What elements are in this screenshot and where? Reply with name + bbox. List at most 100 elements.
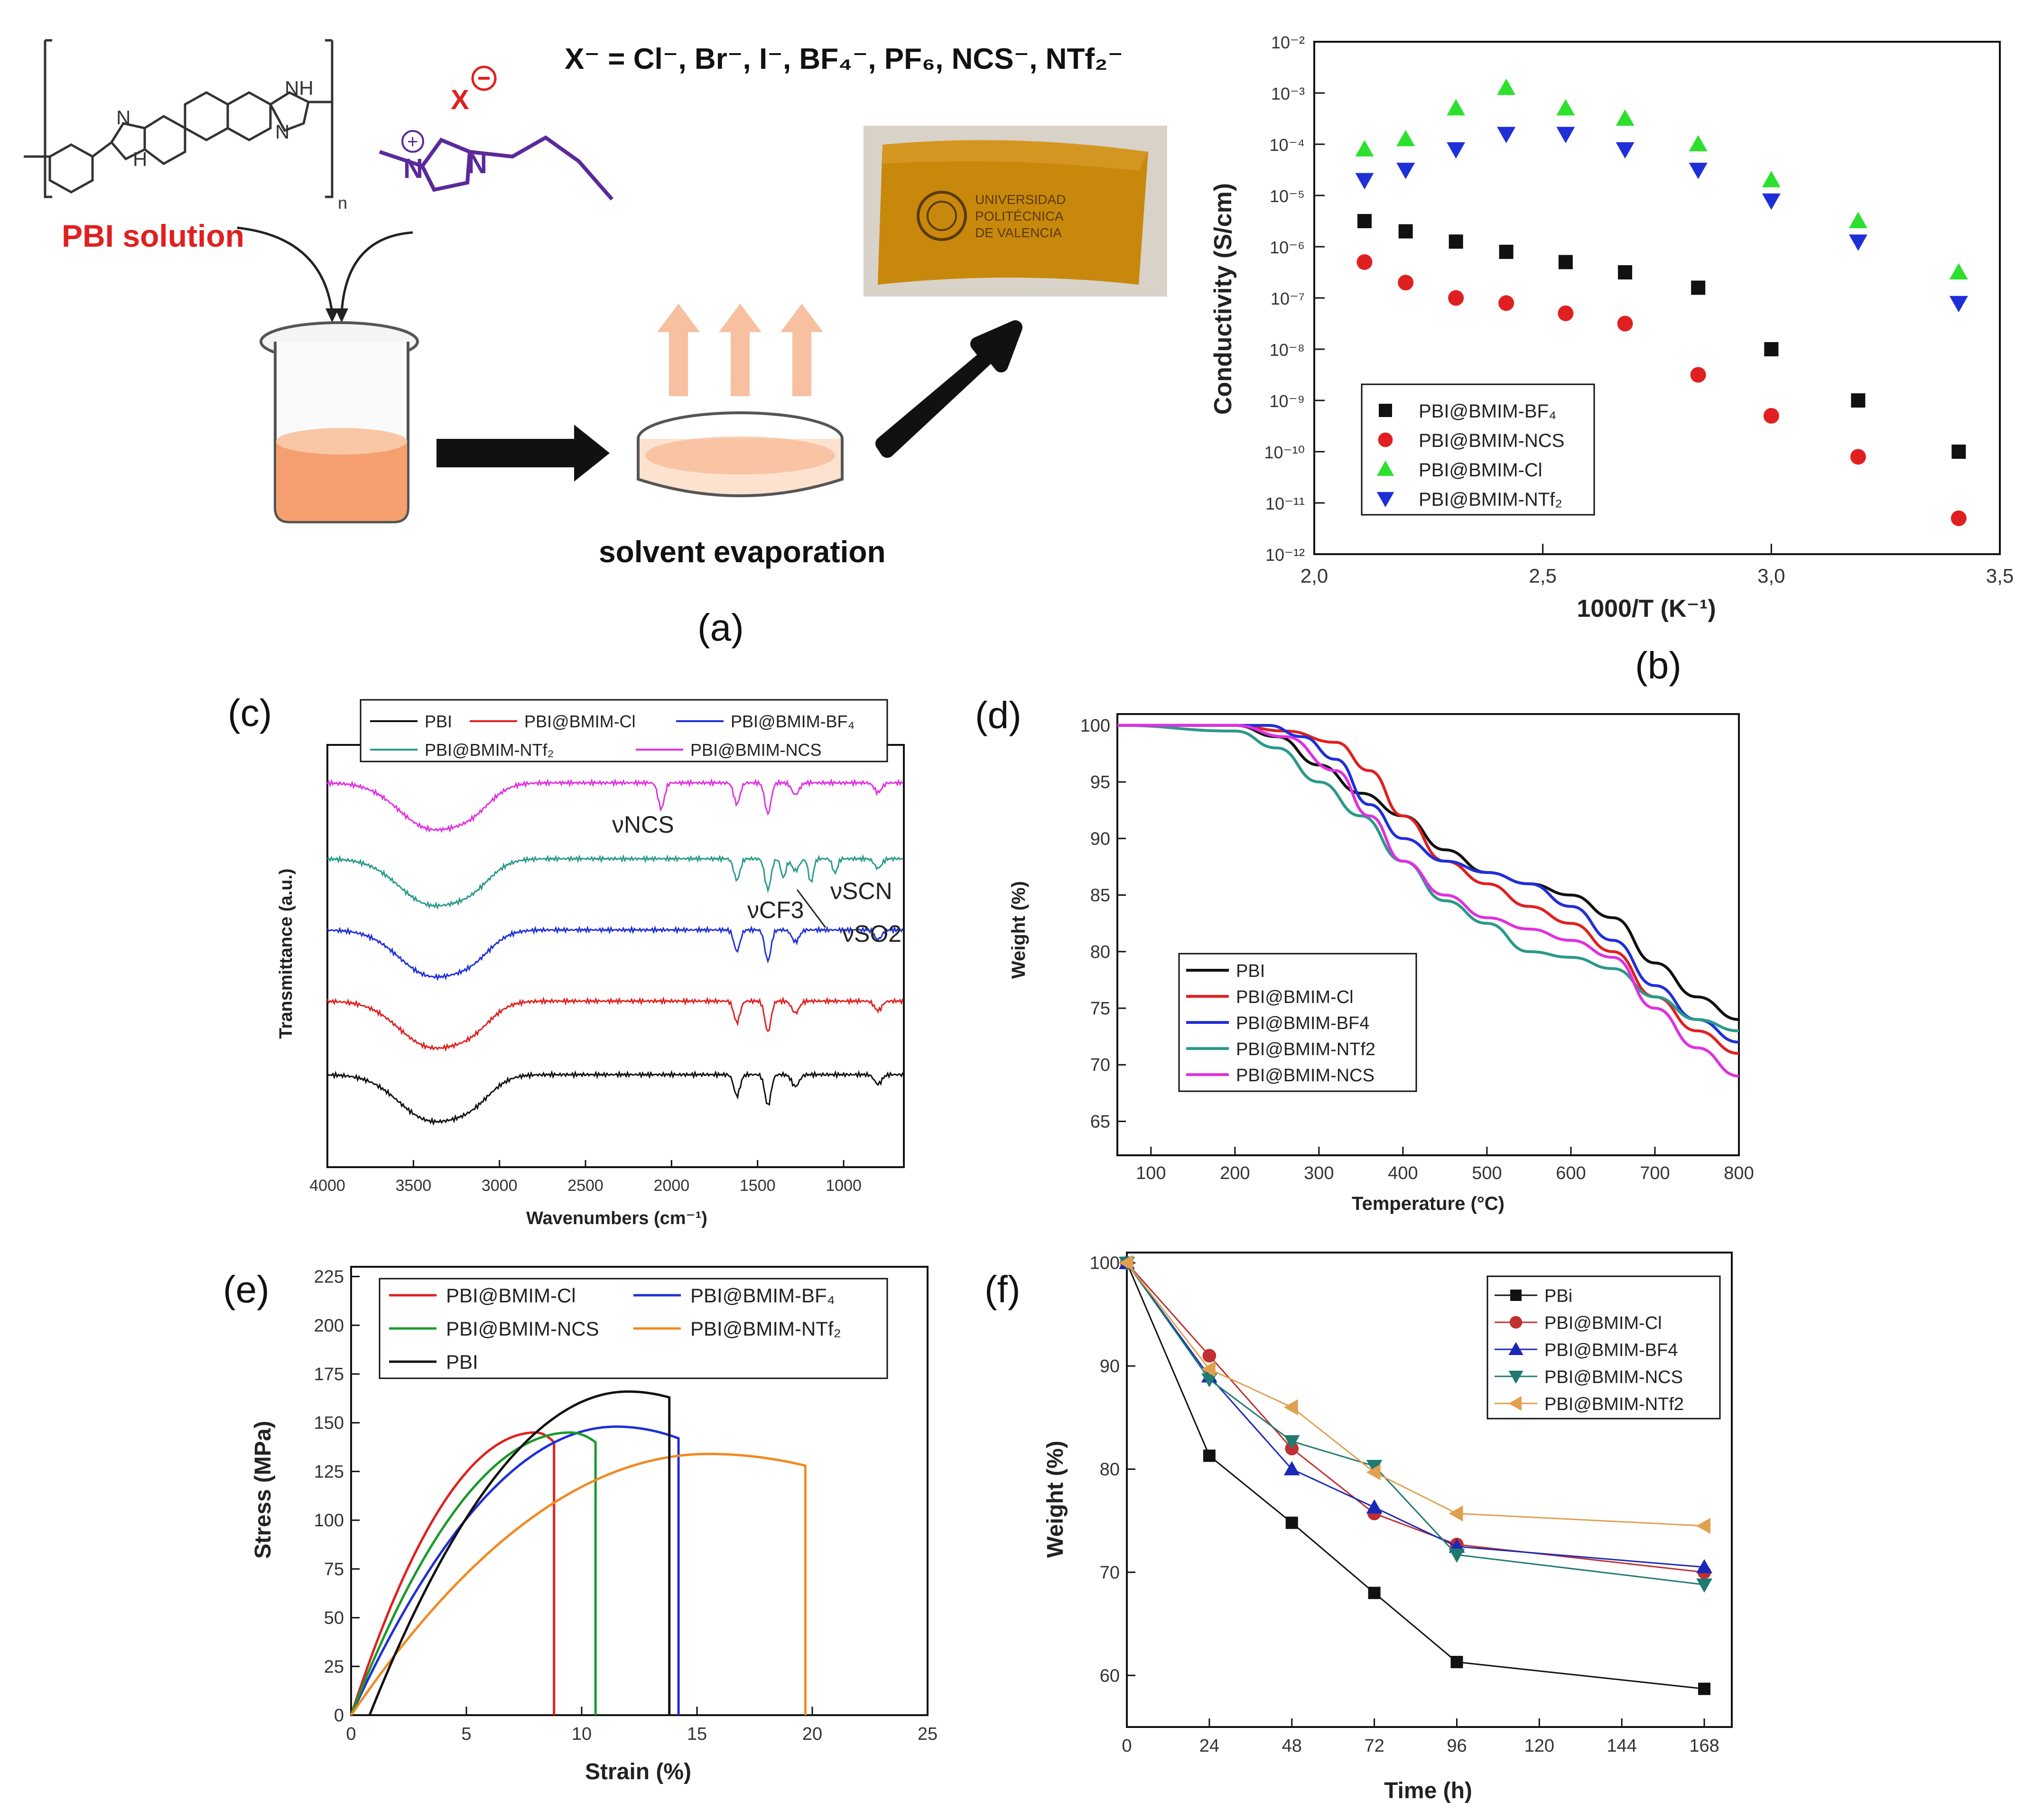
d-curves (1117, 724, 1739, 1078)
c-annotation-ncs: νNCS (612, 811, 674, 838)
d-y-tick-label: 80 (1090, 942, 1110, 962)
b-x-tick-label: 3,0 (1757, 565, 1785, 587)
f-x-tick-label: 72 (1364, 1736, 1384, 1756)
minus-charge-icon (471, 65, 497, 91)
f-point (1696, 1518, 1711, 1534)
film-text-2: POLITÉCNICA (975, 209, 1064, 223)
curve-arrow-right (340, 231, 413, 314)
f-point (1696, 1559, 1712, 1574)
e-y-tick-label: 25 (324, 1657, 344, 1677)
f-y-tick-label: 70 (1100, 1563, 1120, 1583)
c-spectrum-line (326, 778, 903, 833)
bmim-cation (379, 135, 614, 201)
b-point (1762, 171, 1781, 187)
e-curves (350, 1390, 807, 1716)
b-point (1763, 408, 1779, 424)
b-legend-marker (1376, 492, 1394, 508)
panel-f: 0 24 48 72 96 120 144 168 60 70 80 90 100 Weight (%)… (985, 1252, 1733, 1803)
b-point (1556, 127, 1575, 143)
plot-frame-f (1126, 1252, 1733, 1728)
f-legend-marker (1508, 1396, 1522, 1411)
b-point (1556, 99, 1575, 116)
b-legend-label: PBI@BMIM-Cl (1419, 460, 1542, 481)
b-point (1497, 78, 1516, 95)
b-legend-marker (1379, 404, 1392, 417)
f-x-tick-label: 0 (1122, 1736, 1132, 1756)
e-curve (350, 1431, 556, 1716)
b-point (1689, 135, 1708, 151)
e-legend-label: PBI@BMIM-NTf₂ (690, 1318, 841, 1340)
b-point (1616, 142, 1635, 159)
b-y-tick-label: 10⁻⁸ (1270, 340, 1305, 360)
b-point (1690, 367, 1706, 383)
f-legend: PBi PBI@BMIM-Cl PBI@BMIM-BF4 PBI@BMIM-NCS PB… (1486, 1275, 1721, 1420)
arrow-right-icon (437, 425, 610, 482)
petri-dish-icon (637, 411, 844, 497)
f-point (1201, 1361, 1216, 1377)
e-y-tick-label: 150 (314, 1413, 344, 1433)
f-legend-marker (1508, 1371, 1523, 1384)
f-legend-label: PBI@BMIM-Cl (1544, 1313, 1662, 1333)
f-series-line (1126, 1263, 1705, 1690)
b-point (1398, 275, 1414, 291)
d-x-tick-label: 800 (1724, 1163, 1754, 1183)
atom-nh: NH (285, 77, 314, 99)
pbi-structure (24, 39, 334, 198)
b-data-points (1355, 78, 1968, 526)
atom-nplus: N (403, 153, 423, 184)
e-curve (350, 1425, 680, 1716)
b-legend-label: PBI@BMIM-BF₄ (1419, 401, 1556, 422)
d-x-tick-label: 600 (1556, 1163, 1586, 1183)
f-x-axis-label: Time (h) (1384, 1778, 1472, 1803)
b-y-axis-label: Conductivity (S/cm) (1209, 183, 1237, 415)
f-legend-label: PBi (1544, 1286, 1572, 1306)
f-y-tick-label: 80 (1100, 1460, 1120, 1480)
b-x-tick-label: 3,5 (1986, 565, 2014, 587)
f-legend-marker (1510, 1290, 1522, 1301)
c-spectrum-line (326, 996, 904, 1052)
repeat-n: n (338, 193, 347, 213)
c-legend-label: PBI@BMIM-NTf₂ (425, 740, 554, 760)
b-x-axis: 2,0 2,5 3,0 3,5 (1300, 544, 2014, 587)
b-point (1558, 255, 1573, 269)
atom-h1: H (133, 148, 147, 170)
d-legend: PBI PBI@BMIM-Cl PBI@BMIM-BF4 PBI@BMIM-NTf2 P… (1178, 953, 1417, 1092)
b-point (1558, 305, 1574, 321)
film-text-3: DE VALENCIA (975, 225, 1062, 240)
b-legend-marker (1378, 432, 1393, 447)
d-legend-label: PBI@BMIM-NCS (1236, 1066, 1375, 1086)
f-point (1449, 1548, 1465, 1563)
b-point (1355, 140, 1374, 157)
f-point (1203, 1449, 1216, 1462)
d-y-tick-label: 70 (1090, 1055, 1110, 1075)
f-point (1368, 1587, 1381, 1599)
b-legend-marker (1376, 460, 1394, 476)
d-legend-label: PBI (1236, 961, 1265, 981)
d-x-axis-label: Temperature (°C) (1352, 1193, 1505, 1214)
b-point (1447, 99, 1466, 116)
b-y-tick-label: 10⁻⁵ (1270, 186, 1305, 206)
c-spectrum-line (327, 854, 903, 910)
c-y-axis-label: Transmittance (a.u.) (276, 869, 296, 1039)
panel-a-label: (a) (697, 606, 744, 649)
d-legend-label: PBI@BMIM-BF4 (1236, 1013, 1369, 1033)
b-y-tick-label: 10⁻¹⁰ (1264, 443, 1305, 462)
b-y-tick-label: 10⁻¹² (1265, 545, 1305, 565)
b-point (1398, 224, 1413, 239)
b-point (1356, 254, 1373, 270)
f-point (1283, 1435, 1300, 1449)
c-x-axis-label: Wavenumbers (cm⁻¹) (526, 1208, 707, 1228)
f-y-axis-label: Weight (%) (1043, 1440, 1068, 1558)
e-y-tick-label: 125 (314, 1462, 344, 1482)
evaporation-arrows (657, 304, 823, 396)
b-point (1396, 130, 1415, 147)
b-y-tick-label: 10⁻⁴ (1269, 135, 1305, 155)
b-point (1850, 449, 1866, 465)
c-x-tick-label: 3500 (396, 1177, 432, 1195)
c-legend-label: PBI@BMIM-NCS (690, 740, 822, 760)
b-point (1949, 296, 1968, 313)
f-x-tick-label: 96 (1447, 1736, 1467, 1756)
d-x-tick-label: 400 (1388, 1163, 1418, 1183)
f-series-line (1126, 1262, 1705, 1568)
